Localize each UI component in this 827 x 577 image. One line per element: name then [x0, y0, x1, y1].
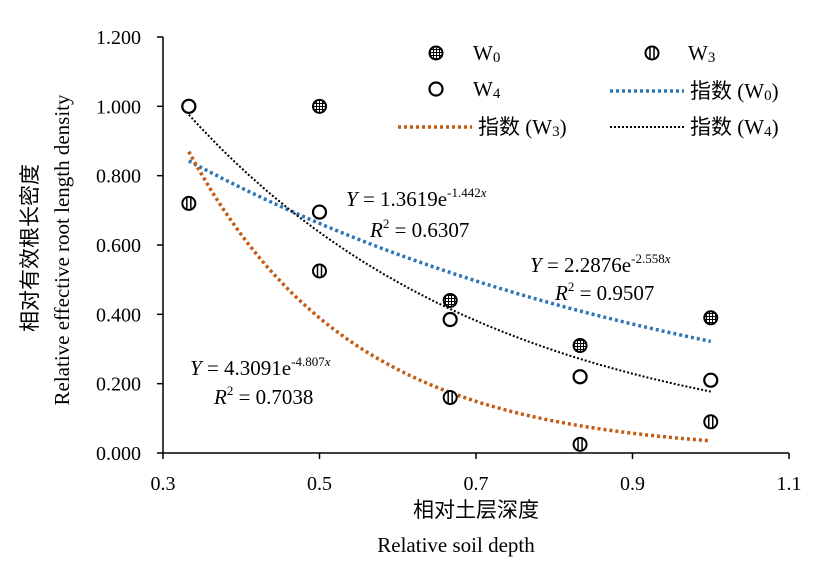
legend-label-trend-w3: 指数 (W3)	[478, 115, 567, 140]
trendline-w4	[188, 114, 711, 393]
x-ticks: 0.3 0.5 0.7 0.9 1.1	[151, 453, 802, 495]
y-axis-title: Relative effective root length density	[50, 94, 74, 406]
y-ticks: 0.000 0.200 0.400 0.600 0.800 1.000 1.200	[96, 27, 163, 465]
svg-text:Y = 2.2876e-2.558x: Y = 2.2876e-2.558x	[530, 251, 671, 277]
x-axis-title-cn: 相对土层深度	[413, 498, 539, 522]
y-tick-label: 0.400	[96, 304, 141, 326]
svg-text:Y = 1.3619e-1.442x: Y = 1.3619e-1.442x	[346, 185, 487, 211]
x-tick-label: 1.1	[777, 473, 802, 495]
equation-w3: Y = 4.3091e-4.807x R2 = 0.7038	[190, 354, 331, 409]
point-w0	[312, 98, 327, 114]
trendline-w0	[187, 159, 712, 344]
legend-marker-w0	[428, 45, 444, 61]
legend: W0 W3 W4 指数 (W0) 指数 (W3) 指数 (W4)	[398, 41, 779, 140]
point-w4	[181, 98, 197, 114]
point-w0	[572, 338, 588, 354]
legend-marker-w3	[644, 45, 660, 61]
svg-text:R2 = 0.6307: R2 = 0.6307	[369, 216, 469, 242]
data-points	[181, 98, 719, 452]
equation-w4: Y = 2.2876e-2.558x R2 = 0.9507	[530, 251, 671, 305]
point-w0	[703, 310, 719, 326]
legend-marker-w4	[428, 81, 444, 97]
legend-label-trend-w4: 指数 (W4)	[690, 115, 779, 140]
y-tick-label: 0.000	[96, 443, 141, 465]
trendlines	[187, 114, 712, 443]
x-tick-label: 0.3	[151, 473, 176, 495]
y-tick-label: 0.800	[96, 166, 141, 188]
point-w3	[312, 263, 327, 279]
point-w4	[311, 204, 328, 220]
point-w3	[572, 436, 588, 452]
y-tick-label: 1.000	[96, 96, 141, 118]
legend-label-w4: W4	[473, 77, 501, 102]
svg-text:Y = 4.3091e-4.807x: Y = 4.3091e-4.807x	[190, 354, 331, 380]
point-w3	[703, 414, 719, 430]
legend-label-w0: W0	[473, 41, 500, 66]
svg-text:R2 = 0.7038: R2 = 0.7038	[213, 383, 313, 409]
point-w4	[572, 369, 588, 385]
point-w0	[442, 292, 458, 308]
svg-text:R2 = 0.9507: R2 = 0.9507	[554, 279, 654, 305]
y-tick-label: 1.200	[96, 27, 141, 49]
x-axis-title: Relative soil depth	[377, 533, 535, 557]
point-w4	[442, 311, 458, 328]
y-axis-title-cn: 相对有效根长密度	[18, 164, 42, 332]
point-w4	[703, 372, 719, 388]
equation-w0: Y = 1.3619e-1.442x R2 = 0.6307	[346, 185, 487, 242]
legend-label-trend-w0: 指数 (W0)	[690, 79, 779, 104]
legend-label-w3: W3	[688, 41, 715, 66]
point-w3	[442, 390, 458, 406]
x-tick-label: 0.7	[464, 473, 489, 495]
y-tick-label: 0.200	[96, 374, 141, 396]
y-tick-label: 0.600	[96, 235, 141, 257]
trendline-w3	[187, 150, 711, 443]
x-tick-label: 0.5	[307, 473, 332, 495]
point-w3	[181, 195, 197, 211]
x-tick-label: 0.9	[620, 473, 645, 495]
